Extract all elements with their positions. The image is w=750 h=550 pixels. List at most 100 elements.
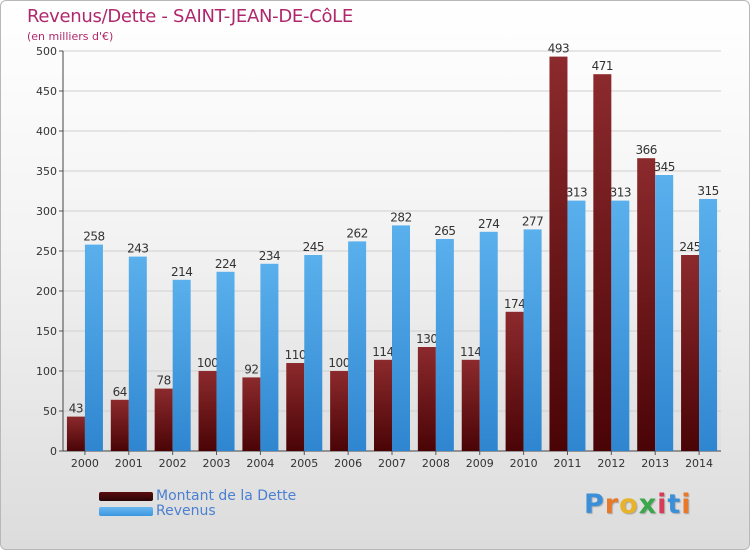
x-tick-label: 2001 (115, 457, 143, 470)
bar-revenus (392, 225, 410, 451)
y-tick-label: 300 (36, 205, 57, 218)
bar-revenus (567, 200, 586, 451)
logo-letter: r (604, 489, 620, 520)
data-label-dette: 110 (285, 348, 306, 362)
bar-dette (66, 416, 85, 451)
data-label-dette: 114 (372, 345, 393, 359)
x-tick-label: 2008 (422, 457, 450, 470)
data-label-revenus: 313 (610, 186, 631, 200)
bar-dette (417, 347, 436, 451)
logo-letter: o (619, 489, 639, 520)
bar-revenus (216, 271, 235, 451)
x-tick-label: 2002 (159, 457, 187, 470)
bar-revenus (435, 239, 454, 451)
bar-revenus (260, 263, 279, 451)
bar-dette (374, 359, 392, 451)
data-label-dette: 100 (328, 356, 349, 370)
x-tick-label: 2000 (71, 457, 99, 470)
data-label-dette: 174 (504, 297, 525, 311)
y-tick-label: 250 (36, 245, 57, 258)
y-tick-label: 500 (36, 45, 57, 58)
x-tick-label: 2007 (378, 457, 406, 470)
legend-swatch-revenus (99, 507, 153, 516)
data-label-revenus: 234 (259, 249, 280, 263)
data-label-dette: 366 (635, 143, 656, 157)
y-tick-label: 450 (36, 85, 57, 98)
logo-letter: i (681, 489, 692, 520)
bar-dette (110, 399, 129, 451)
bar-revenus (655, 175, 674, 451)
bar-revenus (84, 244, 103, 451)
bar-dette (593, 74, 612, 451)
bar-dette (549, 56, 568, 451)
bar-dette (461, 359, 480, 451)
data-label-revenus: 265 (434, 224, 455, 238)
x-tick-label: 2009 (466, 457, 494, 470)
y-tick-label: 50 (43, 405, 57, 418)
y-tick-label: 100 (36, 365, 57, 378)
bar-revenus (479, 231, 498, 451)
x-tick-label: 2012 (597, 457, 625, 470)
bar-dette (681, 255, 700, 451)
data-label-revenus: 274 (478, 217, 499, 231)
data-label-revenus: 313 (566, 186, 587, 200)
y-tick-label: 0 (50, 445, 57, 458)
x-tick-label: 2010 (510, 457, 538, 470)
data-label-revenus: 245 (303, 240, 324, 254)
data-label-dette: 100 (197, 356, 218, 370)
y-tick-label: 350 (36, 165, 57, 178)
logo-letter: i (657, 489, 668, 520)
data-label-dette: 64 (113, 385, 127, 399)
bar-dette (154, 388, 173, 451)
data-label-dette: 92 (244, 362, 258, 376)
legend-swatch-dette (99, 492, 153, 501)
data-label-revenus: 315 (697, 184, 718, 198)
bar-dette (286, 363, 305, 451)
bar-revenus (304, 255, 323, 451)
data-label-dette: 130 (416, 332, 437, 346)
x-tick-label: 2013 (641, 457, 669, 470)
data-label-revenus: 224 (215, 257, 236, 271)
bar-revenus (611, 200, 630, 451)
x-tick-label: 2014 (685, 457, 713, 470)
y-tick-label: 150 (36, 325, 57, 338)
y-tick-label: 200 (36, 285, 57, 298)
legend-label-revenus: Revenus (156, 503, 216, 519)
x-tick-label: 2005 (290, 457, 318, 470)
data-label-revenus: 243 (127, 242, 148, 256)
data-label-revenus: 258 (83, 230, 104, 244)
bar-revenus (699, 199, 718, 451)
legend-label-dette: Montant de la Dette (156, 488, 297, 504)
logo-letter: P (584, 489, 605, 520)
data-label-dette: 114 (460, 345, 481, 359)
data-label-dette: 471 (592, 59, 613, 73)
bar-dette (242, 377, 261, 451)
bar-dette (505, 311, 524, 451)
logo-letter: x (638, 489, 658, 520)
data-label-revenus: 214 (171, 265, 192, 279)
bar-revenus (128, 256, 147, 451)
logo-letter: t (667, 489, 682, 520)
bar-revenus (172, 279, 191, 451)
bar-dette (330, 371, 349, 451)
chart-title: Revenus/Dette - SAINT-JEAN-DE-CôLE (27, 6, 353, 27)
data-label-dette: 245 (679, 240, 700, 254)
x-tick-label: 2006 (334, 457, 362, 470)
x-tick-label: 2011 (553, 457, 581, 470)
bar-dette (637, 158, 656, 451)
bar-dette (198, 371, 217, 451)
data-label-revenus: 345 (653, 160, 674, 174)
data-label-revenus: 262 (346, 226, 367, 240)
data-label-revenus: 277 (522, 214, 543, 228)
data-label-dette: 43 (69, 402, 83, 416)
data-label-dette: 493 (548, 42, 569, 56)
proxiti-logo: Proxiti (584, 489, 692, 520)
data-label-revenus: 282 (390, 210, 411, 224)
data-label-dette: 78 (157, 374, 171, 388)
chart-subtitle: (en milliers d'€) (27, 30, 114, 43)
x-tick-label: 2003 (203, 457, 231, 470)
bar-revenus (523, 229, 542, 451)
bar-revenus (348, 241, 367, 451)
